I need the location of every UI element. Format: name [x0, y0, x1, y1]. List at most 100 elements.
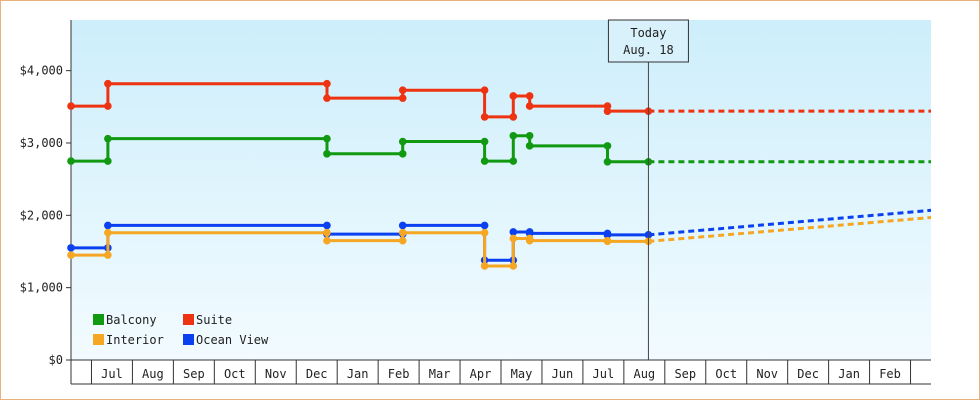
month-label: Mar	[429, 367, 451, 381]
y-tick-label: $0	[49, 353, 63, 367]
data-point	[525, 236, 534, 245]
month-label: Apr	[470, 367, 492, 381]
legend-label: Interior	[106, 333, 164, 347]
data-point	[104, 221, 112, 230]
data-point	[509, 228, 518, 236]
data-point	[398, 137, 407, 146]
month-label: Dec	[797, 367, 819, 381]
series-interior	[67, 216, 932, 270]
data-point	[525, 142, 534, 150]
data-point	[323, 221, 331, 230]
month-label: Jan	[838, 367, 860, 381]
month-label: Nov	[756, 367, 778, 381]
data-point	[603, 157, 612, 166]
y-tick-label: $2,000	[20, 208, 63, 222]
month-label: Jul	[593, 367, 615, 381]
data-point	[509, 113, 518, 121]
data-point	[104, 228, 112, 237]
projection-line-ocean-view	[648, 208, 932, 237]
month-label: Feb	[879, 367, 901, 381]
series-layer	[67, 79, 932, 270]
data-point	[480, 221, 489, 230]
data-point	[323, 94, 331, 102]
month-label: May	[511, 367, 533, 381]
data-point	[104, 157, 112, 165]
data-point	[104, 79, 112, 88]
data-point	[480, 113, 489, 121]
data-point	[67, 102, 75, 110]
plot-area	[71, 20, 931, 360]
today-label-box	[607, 19, 689, 63]
data-point	[398, 150, 407, 158]
data-point	[603, 107, 612, 115]
data-point	[323, 150, 331, 158]
month-label: Oct	[224, 367, 246, 381]
data-point	[480, 228, 489, 237]
data-point	[480, 137, 489, 146]
data-point	[509, 234, 518, 243]
data-point	[323, 79, 331, 88]
month-label: Dec	[306, 367, 328, 381]
data-point	[104, 134, 112, 143]
series-line-interior	[71, 231, 649, 268]
data-point	[603, 231, 612, 239]
legend-swatch	[183, 334, 194, 345]
data-point	[67, 157, 75, 165]
y-tick-label: $4,000	[20, 64, 63, 78]
legend: Balcony Suite Interior Ocean View	[93, 313, 269, 347]
month-label: Jan	[347, 367, 369, 381]
data-point	[480, 157, 489, 165]
data-point	[398, 86, 407, 94]
data-point	[398, 94, 407, 102]
month-label: Sep	[674, 367, 696, 381]
legend-label: Balcony	[106, 313, 157, 327]
data-point	[67, 251, 75, 259]
month-label: Nov	[265, 367, 287, 381]
series-balcony	[67, 131, 931, 166]
legend-swatch	[93, 314, 104, 325]
y-tick-label: $1,000	[20, 281, 63, 295]
month-label: Sep	[183, 367, 205, 381]
today-marker: Today Aug. 18	[607, 19, 689, 360]
month-label: Feb	[388, 367, 410, 381]
data-point	[509, 262, 518, 270]
data-point	[323, 228, 331, 237]
data-point	[525, 102, 534, 110]
legend-label: Ocean View	[196, 333, 269, 347]
data-point	[525, 131, 534, 140]
y-tick-label: $3,000	[20, 136, 63, 150]
data-point	[525, 92, 534, 100]
data-point	[104, 102, 112, 110]
series-suite	[67, 79, 931, 121]
data-point	[509, 157, 518, 165]
y-axis: $0 $1,000 $2,000 $3,000 $4,000	[20, 20, 72, 367]
month-label: Jul	[101, 367, 123, 381]
data-point	[104, 251, 112, 259]
data-point	[398, 228, 407, 237]
data-point	[398, 221, 407, 230]
data-point	[398, 236, 407, 245]
legend-label: Suite	[196, 313, 232, 327]
projection-line-interior	[648, 216, 932, 243]
month-label: Jun	[552, 367, 574, 381]
data-point	[480, 86, 489, 94]
today-date: Aug. 18	[623, 43, 674, 57]
month-label: Aug	[633, 367, 655, 381]
month-label: Aug	[142, 367, 164, 381]
data-point	[480, 262, 489, 270]
data-point	[67, 244, 75, 252]
data-point	[323, 134, 331, 143]
data-point	[603, 237, 612, 246]
legend-swatch	[183, 314, 194, 325]
series-line-suite	[71, 82, 649, 119]
data-point	[603, 142, 612, 150]
data-point	[509, 92, 518, 100]
today-label: Today	[630, 26, 666, 40]
data-point	[323, 236, 331, 245]
legend-swatch	[93, 334, 104, 345]
month-label: Oct	[715, 367, 737, 381]
data-point	[509, 131, 518, 140]
x-axis: Jul Aug Sep Oct Nov Dec Jan Feb Mar Apr May Jun Jul A…	[70, 359, 931, 385]
series-line-balcony	[71, 134, 649, 164]
